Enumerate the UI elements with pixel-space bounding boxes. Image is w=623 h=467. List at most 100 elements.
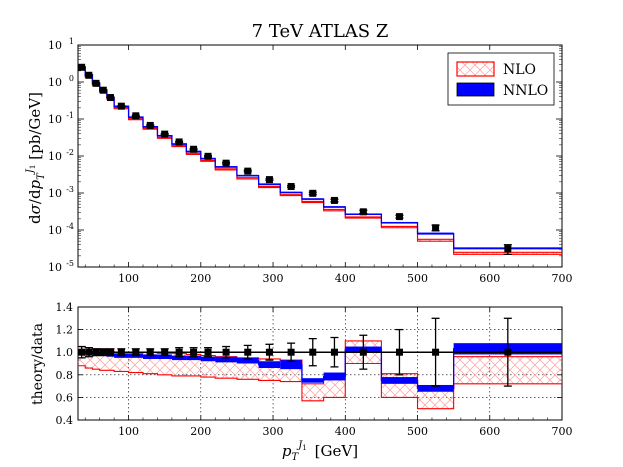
top-data-point-2	[92, 79, 100, 87]
top-data-point-17	[330, 196, 338, 204]
legend-nlo-swatch	[456, 61, 495, 77]
top-data-point-19	[395, 213, 403, 221]
ratio-nlo-lower-line	[78, 362, 562, 410]
top-xtick-label-0: 100	[118, 272, 139, 285]
x-axis-label: pTJ1 [GeV]	[282, 440, 358, 463]
legend-nlo-label: NLO	[503, 62, 536, 78]
top-ytick-label--1: 10	[48, 113, 62, 126]
ratio-data-point-2	[92, 348, 100, 356]
ratio-nlo-band-2	[92, 348, 100, 370]
top-xtick-label-2: 300	[263, 272, 284, 285]
xlabel-supsub: 1	[302, 444, 306, 452]
legend-nnlo-swatch	[456, 82, 495, 97]
legend: NLO NNLO	[447, 52, 555, 106]
ratio-data-point-17	[330, 348, 338, 356]
top-nlo-band-20	[417, 239, 454, 242]
ratio-nlo-band-1	[85, 347, 93, 369]
top-data-point-21	[504, 245, 512, 253]
top-data-point-14	[265, 176, 273, 184]
top-nlo-band-14	[258, 186, 281, 188]
top-ytick-label--2: 10	[48, 150, 62, 163]
top-ytick-label--5: 10	[48, 261, 62, 274]
top-data-point-16	[309, 189, 317, 197]
ratio-data-point-20	[432, 348, 440, 356]
top-data-point-3	[99, 86, 107, 94]
ratio-nlo-band-4	[106, 351, 115, 371]
ratio-data-point-9	[175, 348, 183, 356]
legend-nnlo-label: NNLO	[503, 83, 548, 99]
top-data-point-8	[161, 130, 169, 138]
ylabel-p: p	[26, 179, 44, 189]
ratio-data-point-1	[85, 348, 93, 356]
top-data-point-18	[359, 208, 367, 216]
top-ytick-label--4: 10	[48, 224, 62, 237]
xlabel-p: p	[282, 442, 292, 460]
ratio-ytick-label-0: 0.4	[56, 414, 74, 427]
ratio-y-axis-label: theory/data	[30, 323, 46, 405]
ratio-data-point-14	[265, 348, 273, 356]
top-data-point-9	[175, 138, 183, 146]
ratio-nlo-band-16	[301, 383, 324, 401]
ratio-ytick-label-2: 0.8	[56, 369, 74, 382]
ratio-xtick-label-5: 600	[479, 425, 500, 438]
top-ytick-label-1: 10	[48, 39, 62, 52]
xlabel-sub: T	[292, 452, 300, 463]
ratio-plot: 100 200 300 400 500 600 700 0.4 0.6 0.8 1.0 1.2 1.4	[56, 301, 573, 438]
ratio-data-point-7	[146, 348, 154, 356]
ratio-ytick-label-3: 1.0	[56, 346, 74, 359]
top-data-point-11	[204, 152, 212, 160]
top-ytick-label-exp--2: -2	[66, 148, 74, 157]
svg-text:pTJ1[GeV]: pTJ1 [GeV]	[282, 440, 358, 463]
ratio-data-point-3	[99, 348, 107, 356]
ylabel-sigma: σ	[26, 203, 44, 214]
ratio-xtick-label-0: 100	[118, 425, 139, 438]
top-nlo-band-19	[381, 226, 418, 228]
top-nlo-band-18	[345, 216, 382, 219]
top-data-point-12	[222, 159, 230, 167]
top-data-point-1	[85, 71, 93, 79]
ratio-ytick-label-4: 1.2	[56, 324, 74, 337]
top-ytick-label-exp--3: -3	[66, 185, 74, 194]
ratio-data-point-21	[504, 348, 512, 356]
ratio-nlo-band-3	[99, 349, 107, 371]
top-nlo-band-16	[301, 201, 324, 203]
top-xtick-label-5: 600	[479, 272, 500, 285]
ylabel-sub: T	[36, 172, 47, 180]
ratio-data-point-15	[287, 348, 295, 356]
xlabel-sup: J	[296, 440, 303, 451]
top-data-point-13	[244, 167, 252, 175]
top-nlo-band-13	[236, 177, 259, 179]
top-ytick-label--3: 10	[48, 187, 62, 200]
ratio-data-point-16	[309, 348, 317, 356]
ratio-xtick-label-4: 500	[407, 425, 428, 438]
top-data-point-0	[78, 63, 86, 71]
top-ytick-label-exp-1: 1	[69, 37, 74, 46]
xlabel-units: [GeV]	[315, 442, 358, 460]
ratio-data-point-10	[190, 348, 198, 356]
top-plot-marks	[77, 63, 562, 255]
ratio-data-point-13	[244, 348, 252, 356]
top-data-point-10	[190, 145, 198, 153]
ratio-xtick-label-2: 300	[263, 425, 284, 438]
top-data-point-4	[107, 94, 115, 102]
top-ytick-label-exp--1: -1	[66, 111, 74, 120]
top-nlo-band-17	[323, 209, 346, 211]
top-data-point-5	[117, 102, 125, 110]
ylabel-supsub: 1	[29, 165, 37, 169]
top-ytick-label-exp--4: -4	[66, 222, 74, 231]
ratio-axes: 100 200 300 400 500 600 700 0.4 0.6 0.8 1.0 1.2 1.4	[56, 301, 573, 438]
top-xtick-label-6: 700	[552, 272, 573, 285]
ratio-ytick-label-1: 0.6	[56, 391, 74, 404]
ratio-ytick-label-5: 1.4	[56, 301, 74, 314]
top-nlo-band-12	[215, 168, 237, 170]
ratio-nlo-band-20	[417, 388, 454, 409]
top-ytick-label-0: 10	[48, 76, 62, 89]
top-data-point-15	[287, 182, 295, 190]
svg-text:dσ/dpTJ1[pb/GeV]: dσ/dpTJ1 [pb/GeV]	[25, 92, 47, 224]
ylabel-units: [pb/GeV]	[26, 92, 44, 160]
top-y-axis-label: dσ/dpTJ1 [pb/GeV]	[25, 92, 47, 224]
ratio-data-point-18	[359, 348, 367, 356]
top-data-point-7	[146, 121, 154, 129]
